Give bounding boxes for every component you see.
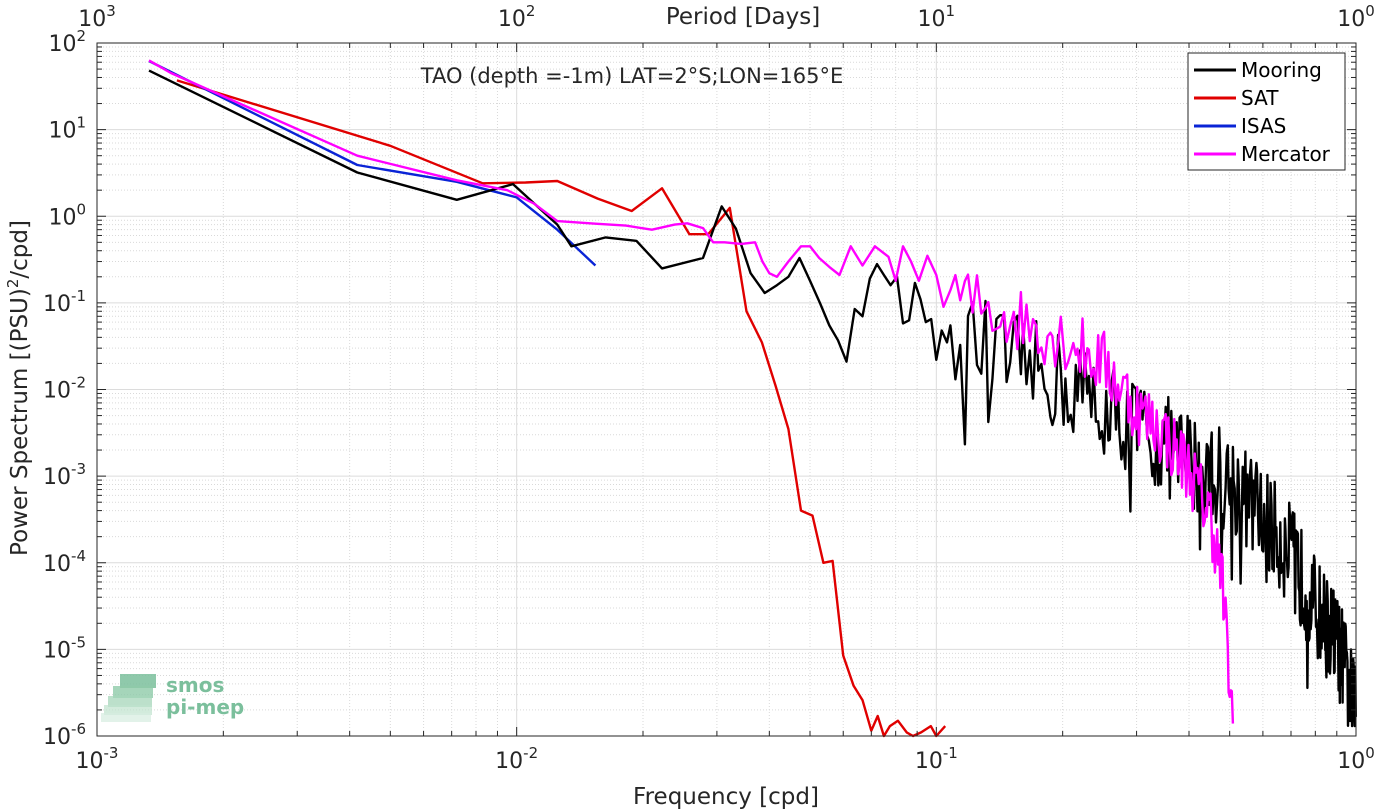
y-tick-label-exponent: -3 — [71, 460, 86, 478]
legend-box — [1187, 52, 1346, 171]
logo-line-2: pi-mep — [166, 695, 244, 719]
x-tick-label: 100 — [1337, 744, 1375, 774]
x-axis-label: Frequency [cpd] — [633, 784, 819, 809]
top-tick-label-base: 10 — [918, 7, 946, 32]
y-tick-label: 10-2 — [43, 374, 86, 404]
series-line-mooring — [148, 69, 1357, 728]
top-tick-label-base: 10 — [1337, 7, 1365, 32]
top-tick-label-exponent: 0 — [1365, 2, 1375, 20]
y-tick-label-exponent: -1 — [71, 287, 86, 305]
top-tick-label-base: 10 — [78, 7, 106, 32]
x-tick-label-exponent: 0 — [1365, 744, 1375, 762]
logo-line-1: smos — [166, 673, 224, 697]
legend-label-sat: SAT — [1241, 86, 1279, 110]
top-tick-label: 102 — [498, 2, 536, 32]
x-tick-label: 10-3 — [76, 744, 119, 774]
y-tick-label: 10-1 — [43, 287, 86, 317]
y-axis-label: Power Spectrum [(PSU)2/cpd] — [4, 220, 33, 556]
top-tick-label-exponent: 1 — [946, 2, 956, 20]
legend-label-mercator: Mercator — [1241, 142, 1331, 166]
top-tick-label-base: 10 — [498, 7, 526, 32]
top-tick-label-exponent: 2 — [526, 2, 536, 20]
y-tick-label-base: 10 — [43, 638, 71, 663]
top-tick-label: 100 — [1337, 2, 1375, 32]
top-tick-label: 101 — [918, 2, 956, 32]
y-tick-label-exponent: -5 — [71, 633, 86, 651]
y-tick-label: 101 — [48, 114, 86, 144]
series-line-mercator — [148, 59, 1235, 724]
y-tick-label-base: 10 — [43, 465, 71, 490]
top-axis-label: Period [Days] — [666, 4, 820, 30]
y-tick-label: 10-5 — [43, 633, 86, 663]
series-layer — [148, 59, 1357, 738]
y-tick-label-base: 10 — [43, 552, 71, 577]
x-tick-label-base: 10 — [76, 749, 104, 774]
y-tick-label-base: 10 — [48, 32, 76, 57]
y-tick-label-exponent: 2 — [76, 27, 86, 45]
top-tick-label: 103 — [78, 2, 116, 32]
x-tick-label-exponent: -2 — [523, 744, 538, 762]
x-tick-label-base: 10 — [1337, 749, 1365, 774]
smos-logo: smos pi-mep — [101, 673, 244, 722]
y-tick-label-base: 10 — [43, 725, 71, 750]
y-tick-label-exponent: 1 — [76, 114, 86, 132]
series-line-sat — [176, 79, 947, 738]
x-tick-label-base: 10 — [495, 749, 523, 774]
y-tick-label: 10-3 — [43, 460, 86, 490]
tick-marks — [96, 43, 1356, 737]
legend-label-isas: ISAS — [1241, 114, 1286, 138]
legend-label-mooring: Mooring — [1241, 58, 1322, 82]
y-tick-label: 100 — [48, 200, 86, 230]
y-tick-label-base: 10 — [43, 379, 71, 404]
chart-title: TAO (depth =-1m) LAT=2°S;LON=165°E — [420, 64, 844, 88]
legend: Mooring SAT ISAS Mercator — [1187, 52, 1346, 171]
x-tick-label-exponent: -1 — [943, 744, 958, 762]
x-tick-label: 10-1 — [915, 744, 958, 774]
y-tick-label-exponent: -6 — [71, 720, 86, 738]
y-tick-label-base: 10 — [48, 205, 76, 230]
y-tick-label: 102 — [48, 27, 86, 57]
y-tick-label: 10-6 — [43, 720, 86, 750]
x-tick-label: 10-2 — [495, 744, 538, 774]
logo-mark-icon — [101, 674, 156, 722]
grid — [96, 43, 1356, 737]
x-tick-label-exponent: -3 — [104, 744, 119, 762]
y-tick-label: 10-4 — [43, 547, 86, 577]
x-tick-label-base: 10 — [915, 749, 943, 774]
top-tick-label-exponent: 3 — [106, 2, 116, 20]
y-tick-label-exponent: 0 — [76, 200, 86, 218]
y-tick-label-exponent: -4 — [71, 547, 86, 565]
y-tick-label-base: 10 — [43, 292, 71, 317]
y-tick-label-base: 10 — [48, 119, 76, 144]
y-tick-label-exponent: -2 — [71, 374, 86, 392]
